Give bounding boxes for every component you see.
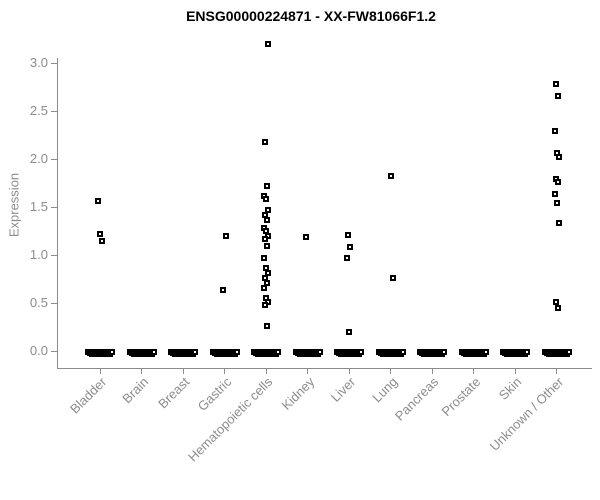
x-tick-mark [514, 368, 516, 374]
x-tick-mark [431, 368, 433, 374]
x-tick-mark [556, 368, 557, 374]
data-point-square [264, 217, 270, 224]
y-tick-mark [51, 62, 57, 64]
y-tick-label: 2.0 [29, 151, 48, 166]
data-point-square [264, 243, 270, 250]
y-axis-line [57, 58, 58, 369]
data-point-square [551, 128, 558, 135]
x-tick-mark [307, 368, 308, 374]
data-point-square [99, 237, 105, 244]
data-point-square [554, 304, 561, 311]
data-point-square [347, 244, 353, 251]
data-point-square [552, 299, 559, 306]
data-point-square [262, 301, 268, 308]
data-point-square [344, 254, 350, 261]
data-point-square [387, 173, 394, 180]
x-tick-mark [99, 368, 101, 374]
zero-cluster-square [441, 349, 447, 355]
y-tick-label: 2.5 [29, 103, 48, 118]
y-tick-mark [51, 350, 57, 352]
data-point-square [345, 231, 351, 238]
zero-cluster-square [109, 349, 115, 355]
zero-cluster-square [358, 349, 364, 355]
zero-cluster-square [275, 349, 281, 355]
y-tick-label: 1.0 [29, 247, 48, 262]
data-point-square [264, 182, 270, 189]
data-point-square [261, 254, 267, 261]
data-point-square [95, 198, 101, 205]
y-tick-mark [51, 206, 57, 208]
data-point-square [262, 235, 268, 242]
data-point-square [555, 220, 562, 227]
data-point-square [552, 81, 559, 88]
data-point-square [97, 230, 103, 237]
data-point-square [265, 206, 271, 213]
data-point-square [264, 323, 270, 330]
data-point-square [555, 154, 562, 161]
x-tick-mark [348, 368, 350, 374]
zero-cluster-square [399, 349, 406, 355]
data-point-square [222, 232, 229, 239]
zero-cluster-square [565, 349, 572, 355]
zero-cluster-square [192, 349, 198, 355]
y-tick-mark [51, 302, 57, 304]
data-point-square [265, 40, 271, 47]
zero-cluster-square [316, 349, 323, 355]
data-point-square [302, 233, 309, 240]
data-point-square [264, 279, 270, 286]
y-tick-label: 1.5 [29, 199, 48, 214]
y-tick-mark [51, 158, 57, 160]
y-tick-label: 3.0 [29, 55, 48, 70]
y-tick-label: 0.5 [29, 295, 48, 310]
x-axis-line [58, 368, 592, 369]
zero-cluster-square [482, 349, 489, 355]
data-point-square [263, 196, 269, 203]
x-tick-mark [265, 368, 267, 374]
data-point-square [554, 92, 561, 99]
data-point-square [553, 200, 560, 207]
x-tick-mark [473, 368, 474, 374]
x-tick-mark [182, 368, 184, 374]
data-point-square [262, 211, 268, 218]
data-point-square [554, 179, 561, 186]
zero-cluster-square [150, 349, 157, 355]
y-tick-mark [51, 110, 57, 112]
y-tick-mark [51, 254, 57, 256]
x-tick-mark [141, 368, 142, 374]
data-point-square [262, 138, 268, 145]
data-point-square [265, 270, 271, 277]
data-point-square [551, 190, 558, 197]
x-tick-mark [224, 368, 225, 374]
chart-title: ENSG00000224871 - XX-FW81066F1.2 [186, 8, 436, 24]
data-point-square [346, 328, 352, 335]
x-tick-mark [390, 368, 391, 374]
y-tick-label: 0.0 [29, 343, 48, 358]
zero-cluster-square [524, 349, 530, 355]
data-point-square [261, 284, 267, 291]
data-point-square [219, 286, 226, 293]
data-point-square [389, 275, 396, 282]
zero-cluster-square [233, 349, 240, 355]
